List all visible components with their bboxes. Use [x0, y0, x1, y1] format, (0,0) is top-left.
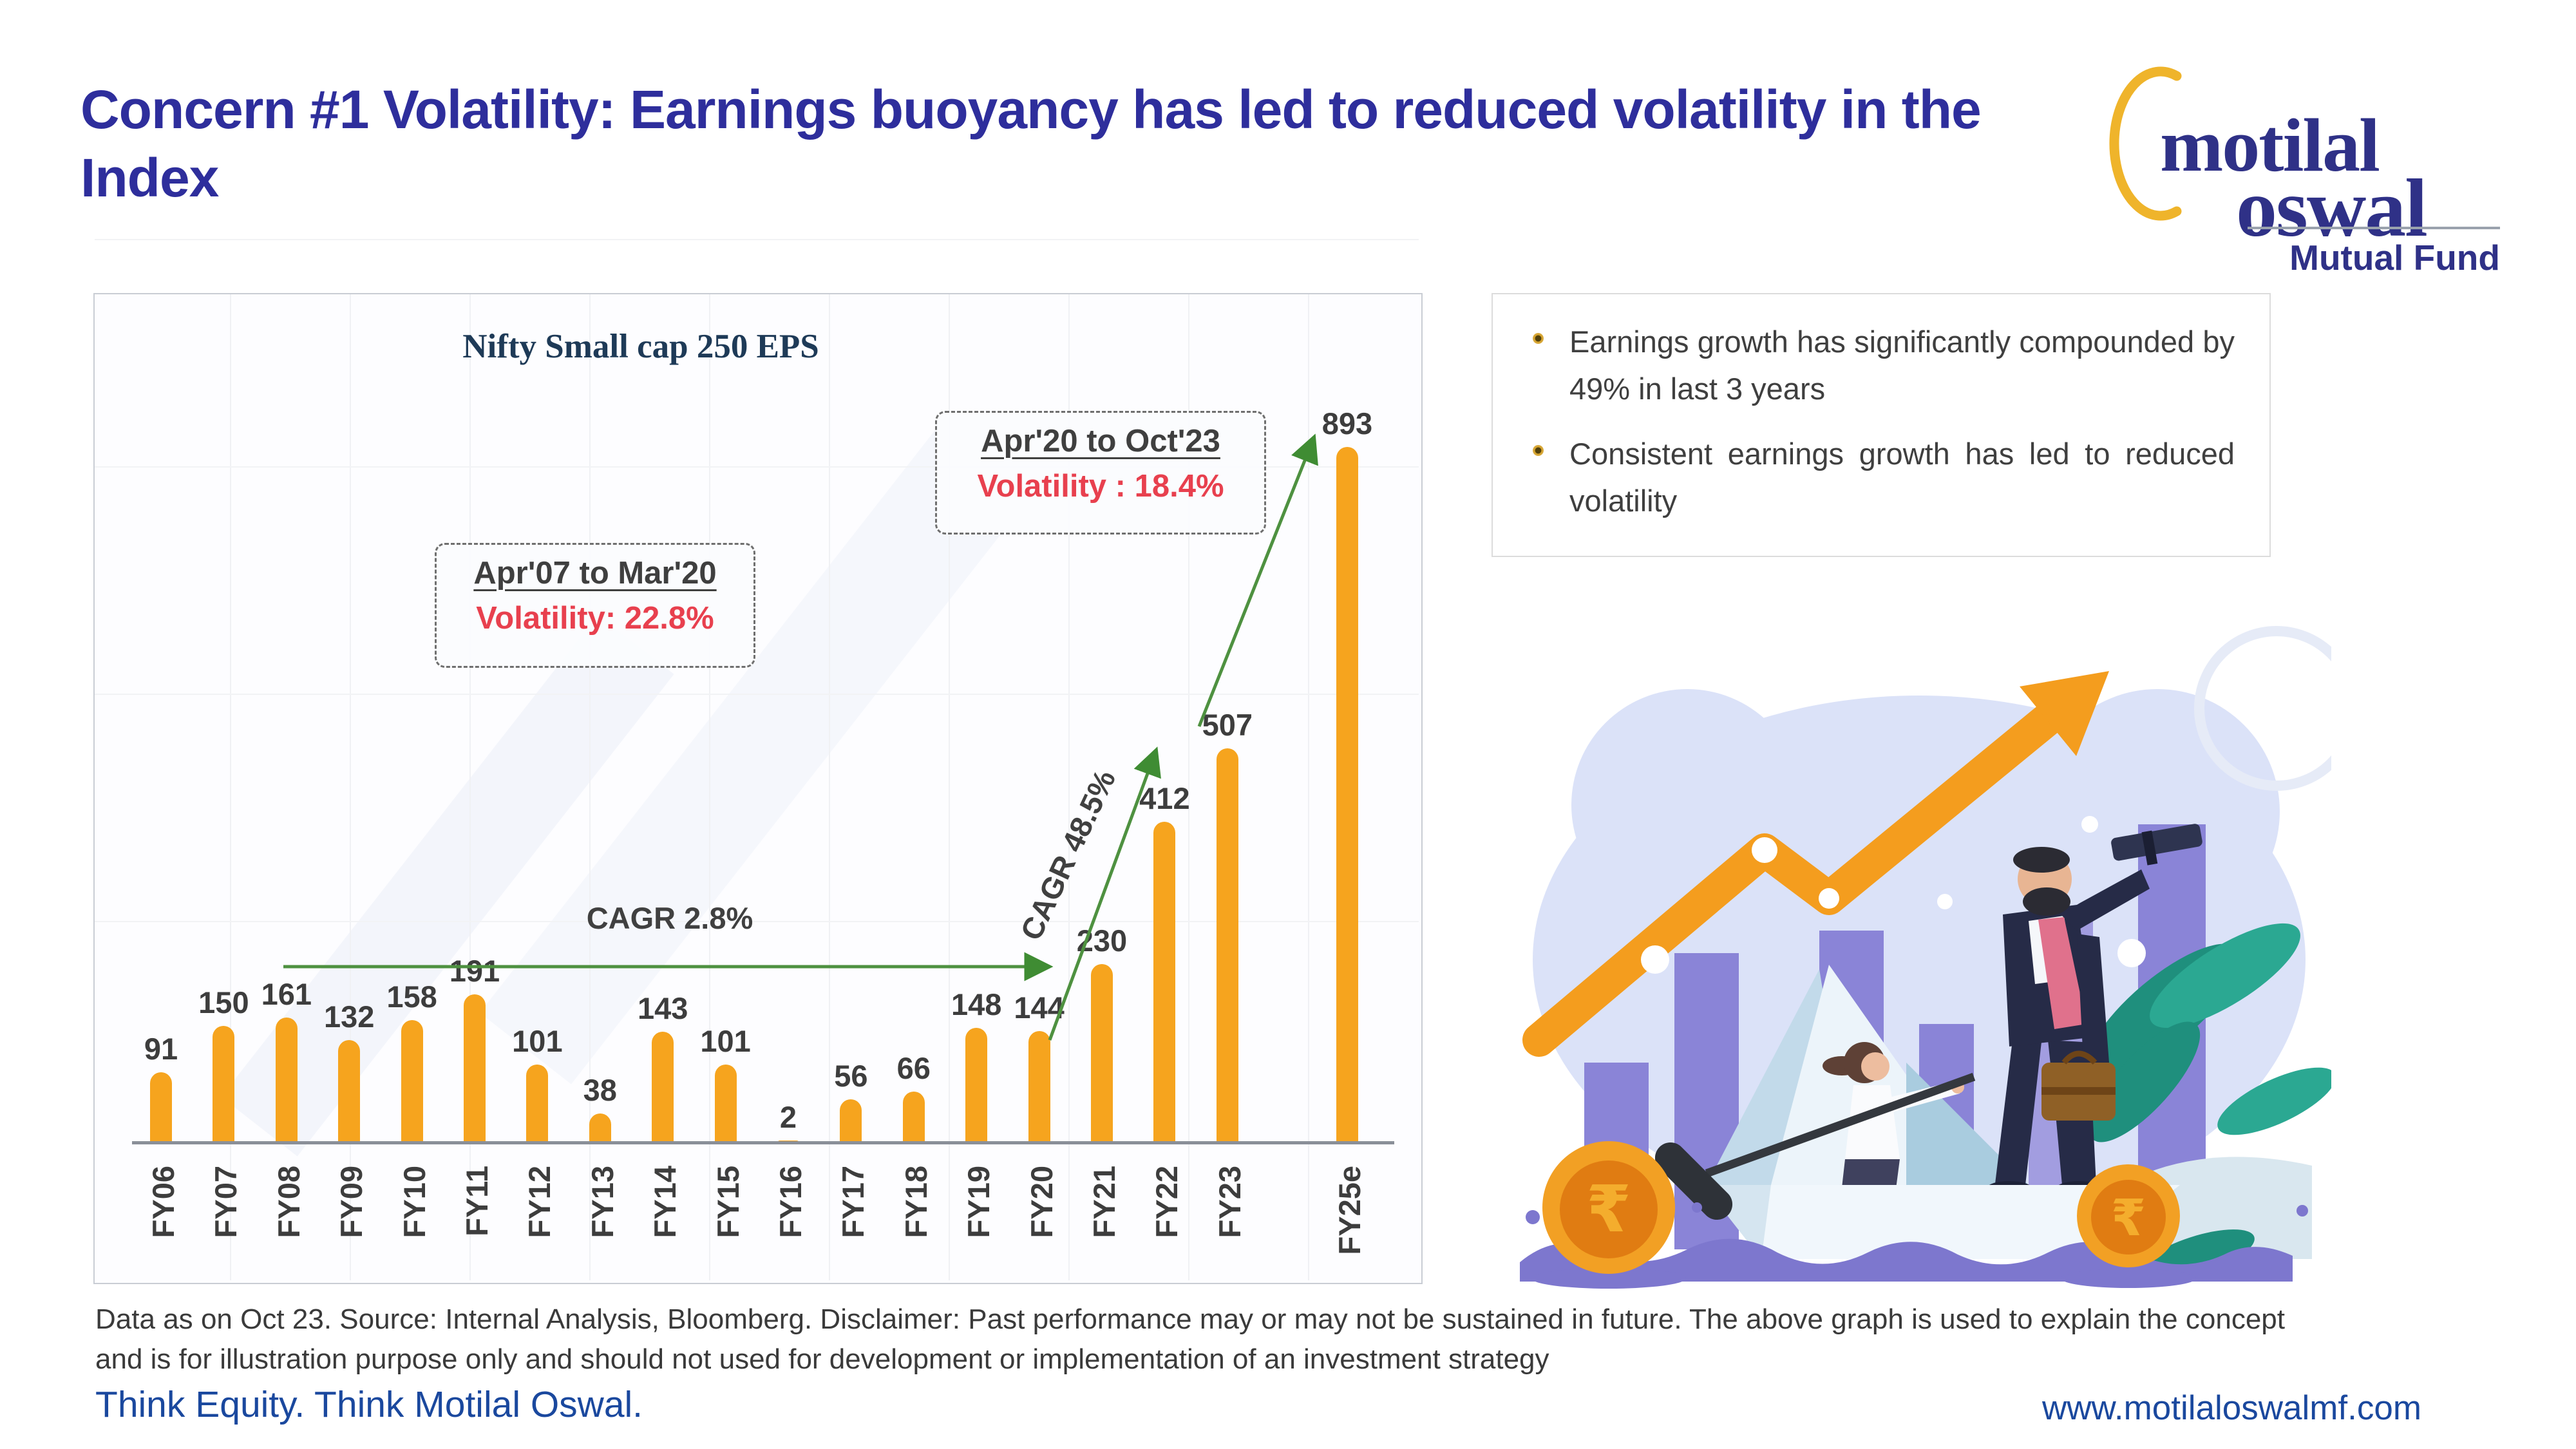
bullet-row: Earnings growth has significantly compou…: [1533, 319, 2235, 413]
bar-value-label: 101: [512, 1024, 563, 1058]
bar-value-label: 161: [261, 977, 312, 1011]
gridline: [469, 294, 471, 1280]
bar-value-label: 148: [951, 987, 1002, 1021]
oar-icon: [1654, 1072, 1976, 1220]
orange-growth-arrow-icon: [1522, 671, 2109, 1057]
website-link[interactable]: www.motilaloswalmf.com: [2041, 1389, 2421, 1427]
rupee-coin-icon: ₹: [2077, 1164, 2180, 1267]
bar: [1091, 964, 1113, 1143]
gridline: [949, 294, 950, 1280]
bar: [714, 1065, 737, 1143]
volatility-box-2: Apr'20 to Oct'23 Volatility : 18.4%: [935, 411, 1266, 535]
bullet-icon: [1533, 333, 1544, 344]
bar-value-label: 91: [144, 1032, 178, 1066]
bar: [526, 1065, 549, 1143]
bar: [902, 1092, 925, 1143]
bullet-text: Consistent earnings growth has led to re…: [1569, 437, 2235, 518]
leaves-icon: [2087, 923, 2331, 1282]
bar-value-label: 191: [449, 954, 500, 988]
bar: [1028, 1031, 1050, 1143]
period-label-2: Apr'20 to Oct'23: [981, 424, 1220, 459]
gridline: [1068, 294, 1070, 1280]
cagr-high-arrow: [1048, 746, 1161, 1041]
bar: [464, 994, 486, 1143]
gridline: [829, 294, 830, 1280]
faint-ring: [2194, 626, 2331, 791]
man-with-telescope: [1986, 824, 2202, 1197]
bar: [840, 1099, 862, 1143]
bar-value-label: 893: [1321, 406, 1373, 440]
gridline: [350, 294, 351, 1280]
bar: [275, 1018, 298, 1143]
page-title: Concern #1 Volatility: Earnings buoyancy…: [80, 79, 1982, 208]
bar-value-label: 507: [1202, 708, 1253, 742]
logo-divider: [2248, 227, 2500, 229]
bar: [1153, 822, 1176, 1143]
disclaimer-text: Data as on Oct 23. Source: Internal Anal…: [95, 1303, 2285, 1376]
bullet-icon: [1533, 445, 1544, 456]
bar: [150, 1072, 172, 1143]
bar: [1336, 447, 1358, 1143]
gridline: [1188, 294, 1189, 1280]
logo-subtitle: Mutual Fund: [2289, 238, 2500, 278]
gridline: [95, 694, 1419, 695]
period-label-1: Apr'07 to Mar'20: [473, 556, 717, 591]
bar: [213, 1026, 235, 1143]
bar: [589, 1113, 611, 1143]
boat-hull: [1703, 1185, 2180, 1259]
svg-text:₹: ₹: [2111, 1189, 2146, 1247]
chart-title: Nifty Small cap 250 EPS: [462, 328, 819, 365]
bar: [401, 1020, 423, 1143]
tagline: Think Equity. Think Motilal Oswal.: [95, 1384, 643, 1425]
volatility-value-1: Volatility: 22.8%: [476, 601, 714, 636]
growth-arrow: [1197, 433, 1318, 727]
growth-boat-illustration: ₹ ₹: [1520, 626, 2331, 1289]
gridline: [95, 921, 1419, 922]
gridline: [1308, 294, 1309, 1280]
bar: [652, 1032, 674, 1143]
bar-value-label: 150: [198, 985, 249, 1019]
bar-value-label: 2: [779, 1100, 797, 1134]
bar-value-label: 412: [1139, 781, 1190, 815]
gridline: [95, 239, 1419, 240]
bar-value-label: 101: [700, 1024, 751, 1058]
bar-value-label: 132: [323, 999, 375, 1034]
bullet-text: Earnings growth has significantly compou…: [1569, 325, 2235, 406]
gridline: [709, 294, 710, 1280]
rupee-coin-icon: ₹: [1542, 1141, 1675, 1274]
gridline: [95, 466, 1419, 468]
logo-word1: motilal: [2160, 103, 2380, 187]
volatility-value-2: Volatility : 18.4%: [977, 469, 1224, 504]
logo-gold-ring-icon: [2109, 66, 2182, 221]
bar: [338, 1040, 361, 1143]
bar-value-label: 158: [386, 980, 437, 1014]
bar: [965, 1028, 988, 1143]
annotation-arrows: [283, 433, 1318, 1041]
logo-word2: oswal: [2236, 162, 2428, 254]
x-axis-line: [132, 1141, 1394, 1144]
bar-value-label: 38: [583, 1073, 617, 1107]
key-points-panel: Earnings growth has significantly compou…: [1492, 293, 2271, 557]
motilal-oswal-logo: motilal oswal Mutual Fund: [2101, 64, 2513, 283]
volatility-box-1: Apr'07 to Mar'20 Volatility: 22.8%: [435, 543, 755, 668]
bar-value-label: 56: [834, 1059, 868, 1093]
gridline: [230, 294, 231, 1280]
bar: [1216, 748, 1238, 1143]
cagr-low-label: CAGR 2.8%: [586, 901, 753, 935]
bar-value-label: 143: [637, 991, 688, 1025]
bullet-row: Consistent earnings growth has led to re…: [1533, 431, 2235, 525]
bar-value-label: 66: [896, 1051, 931, 1085]
gridline: [589, 294, 591, 1280]
svg-text:₹: ₹: [1586, 1171, 1631, 1247]
